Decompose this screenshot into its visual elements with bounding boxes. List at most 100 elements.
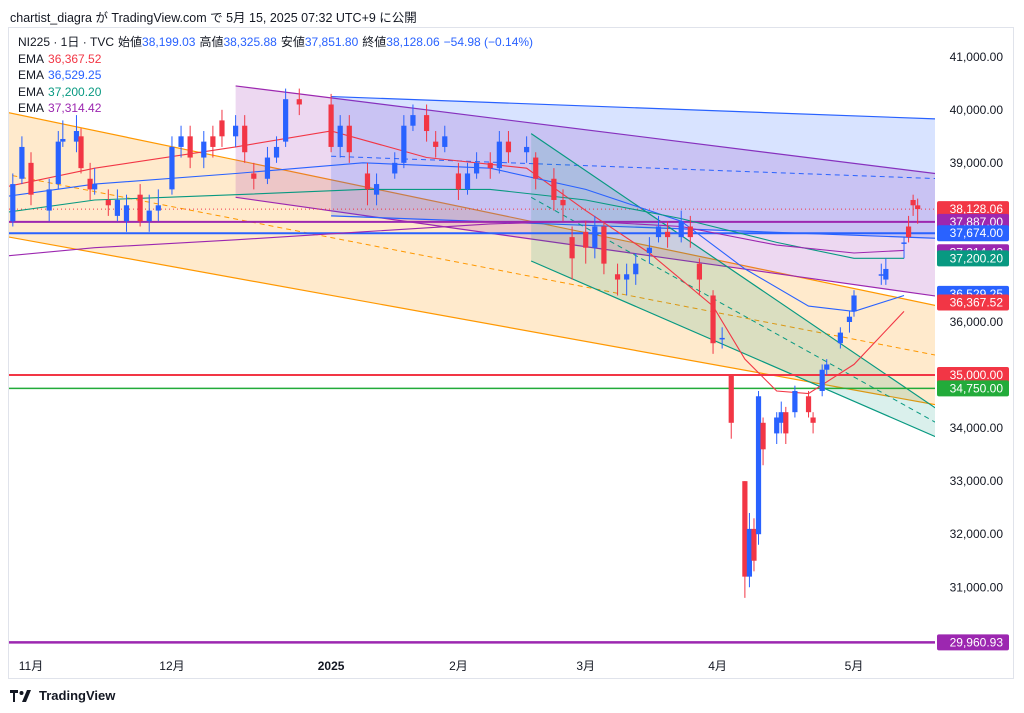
- blue-channel-fill: [331, 96, 935, 239]
- candle-body: [455, 173, 462, 190]
- candle-body: [569, 237, 575, 259]
- candle-body: [487, 162, 493, 169]
- candle: [719, 327, 725, 349]
- candle: [678, 210, 684, 243]
- candle-body: [87, 178, 93, 190]
- y-tick-label: 40,000.00: [950, 103, 1004, 117]
- y-tick-label: 34,000.00: [950, 421, 1004, 435]
- candle: [560, 189, 566, 222]
- candle: [505, 131, 512, 163]
- regression-channels: [9, 85, 935, 438]
- candle-body: [524, 146, 530, 153]
- candle: [524, 136, 530, 163]
- candle: [728, 375, 734, 439]
- candle-body: [810, 417, 816, 423]
- candle: [19, 136, 25, 185]
- candle: [819, 364, 825, 397]
- low-value: 37,851.80: [304, 35, 359, 49]
- candle-body: [364, 173, 371, 190]
- candle: [219, 109, 225, 147]
- candle: [633, 253, 639, 285]
- candle: [783, 406, 789, 445]
- price-badge: 37,674.00: [937, 225, 1009, 242]
- price-badge-bg: [937, 250, 1009, 267]
- candle-body: [551, 178, 557, 200]
- chart-frame: [8, 27, 1014, 679]
- tradingview-logo-icon: [10, 689, 31, 702]
- candle-body: [28, 162, 34, 195]
- candle: [423, 104, 430, 142]
- candle: [655, 215, 662, 243]
- price-badge-label: 37,674.00: [950, 226, 1004, 240]
- candle-body: [169, 146, 175, 190]
- candle-body: [760, 422, 766, 450]
- candle-body: [496, 141, 502, 169]
- price-badge: 36,367.52: [937, 294, 1009, 311]
- candle-body: [373, 184, 380, 195]
- candle-body: [464, 173, 471, 190]
- high-value: 38,325.88: [223, 35, 277, 49]
- candle-body: [601, 226, 607, 264]
- symbol-ohlc-row: NI225 · 1日 · TVC 始値38,199.03 高値38,325.88 安値…: [18, 34, 537, 51]
- x-tick-label: 12月: [159, 659, 184, 673]
- candle-body: [187, 136, 193, 158]
- candle: [169, 136, 175, 195]
- price-badge-label: 37,200.20: [950, 251, 1004, 265]
- candle: [474, 152, 480, 179]
- price-badge: 35,000.00: [937, 367, 1009, 384]
- candle-body: [819, 369, 825, 391]
- ema-value: 37,314.42: [48, 101, 102, 115]
- candle: [201, 131, 207, 169]
- candle-body: [346, 125, 352, 153]
- candle-body: [583, 231, 589, 248]
- candle-body: [219, 120, 225, 137]
- candle: [760, 417, 766, 466]
- candle: [851, 290, 857, 317]
- candle: [751, 518, 757, 572]
- candle-body: [533, 157, 539, 179]
- candle: [242, 115, 248, 163]
- blue-channel-lower: [331, 215, 935, 239]
- candle-body: [146, 210, 152, 222]
- low-label: 安値: [280, 35, 305, 49]
- candle-body: [264, 157, 271, 179]
- candle-body: [201, 141, 207, 158]
- candle: [105, 189, 111, 216]
- blue-channel-upper: [331, 95, 935, 120]
- candle: [10, 173, 16, 227]
- candle-body: [560, 199, 566, 206]
- price-badge: 29,960.93: [937, 634, 1009, 651]
- candle: [696, 258, 703, 296]
- candle-body: [442, 136, 448, 147]
- x-tick-label: 5月: [845, 659, 864, 673]
- candle-body: [746, 528, 753, 577]
- candle-body: [328, 104, 334, 147]
- ema-label: EMA: [18, 84, 45, 99]
- candle-body: [824, 364, 830, 370]
- candle: [664, 221, 671, 248]
- ema-line: [9, 162, 905, 312]
- candle-body: [846, 316, 853, 322]
- candle-body: [60, 138, 66, 142]
- candle: [496, 131, 502, 174]
- candle: [60, 120, 66, 147]
- price-badge-label: 34,750.00: [950, 381, 1004, 395]
- chart-legend: NI225 · 1日 · TVC 始値38,199.03 高値38,325.88 安値…: [18, 34, 537, 117]
- candle: [792, 385, 798, 418]
- candle: [846, 311, 853, 333]
- candle: [774, 412, 780, 445]
- candle-body: [905, 226, 912, 238]
- x-tick-label: 4月: [708, 659, 727, 673]
- open-value: 38,199.03: [142, 35, 196, 49]
- candle-body: [687, 226, 693, 238]
- candle-body: [155, 205, 161, 211]
- candle: [123, 194, 130, 232]
- candle: [92, 168, 98, 195]
- y-tick-label: 33,000.00: [950, 474, 1004, 488]
- candle-body: [655, 226, 662, 238]
- candle-body: [883, 268, 889, 280]
- teal-channel-lower: [530, 260, 935, 438]
- candle: [264, 146, 271, 185]
- candle: [487, 152, 493, 179]
